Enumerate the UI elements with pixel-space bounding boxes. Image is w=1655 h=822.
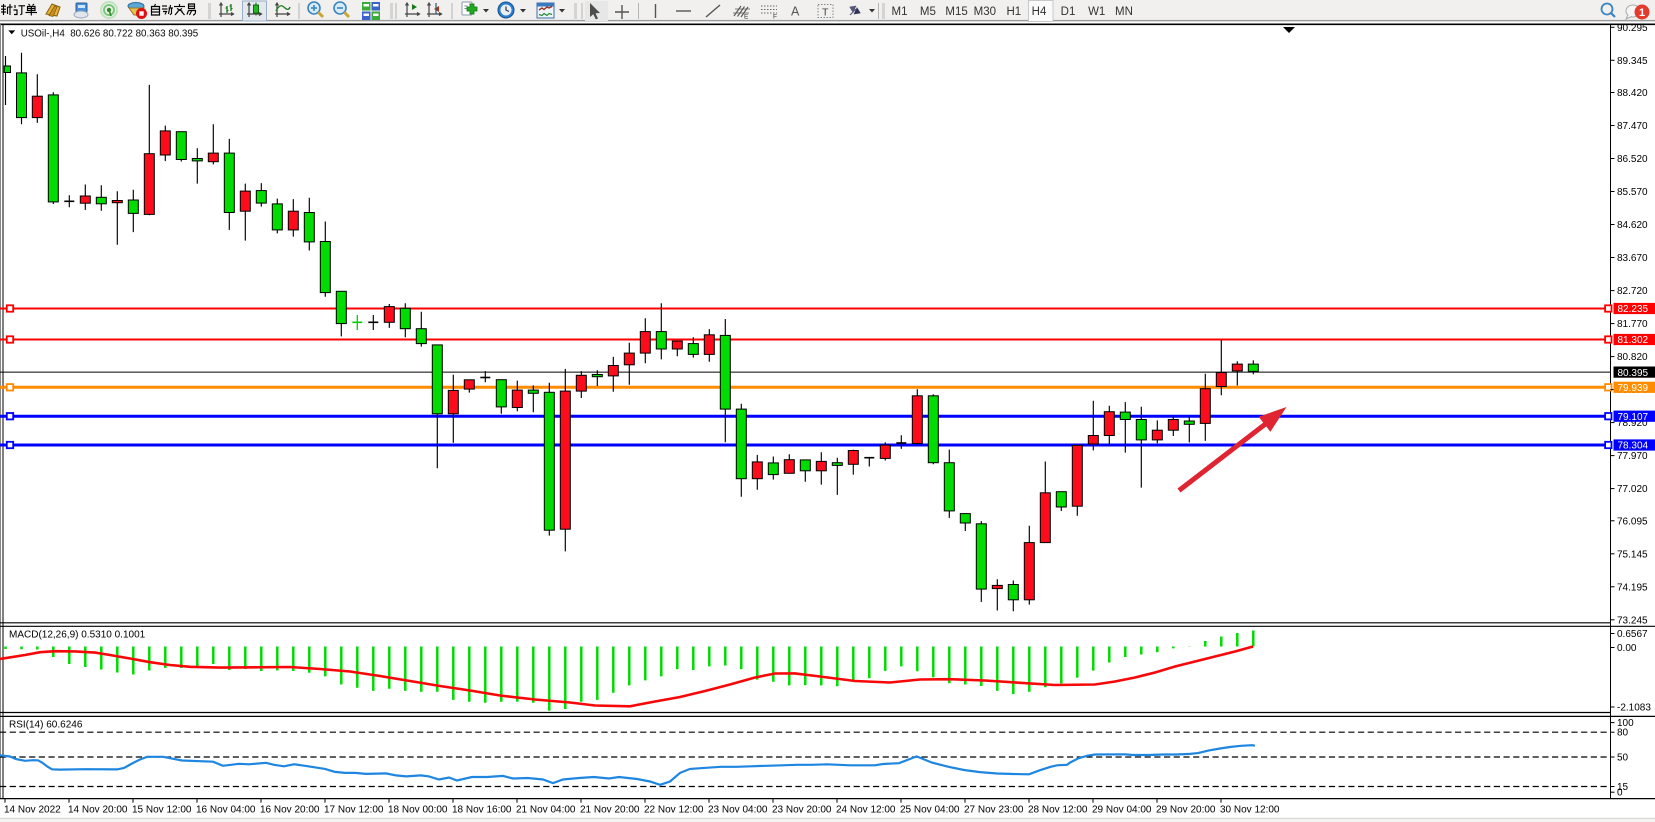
svg-text:M30: M30 [974,6,996,18]
svg-text:75.145: 75.145 [1617,549,1648,560]
svg-text:84.620: 84.620 [1617,220,1648,231]
svg-text:18 Nov 16:00: 18 Nov 16:00 [452,805,512,816]
svg-text:15: 15 [1617,782,1629,793]
svg-text:24 Nov 12:00: 24 Nov 12:00 [836,805,896,816]
svg-text:0: 0 [1617,788,1623,799]
svg-text:USOil-,H4 80.626 80.722 80.36: USOil-,H4 80.626 80.722 80.363 80.395 [21,28,199,39]
svg-text:27 Nov 23:00: 27 Nov 23:00 [964,805,1024,816]
svg-text:74.195: 74.195 [1617,582,1648,593]
svg-text:14 Nov 20:00: 14 Nov 20:00 [68,805,128,816]
svg-text:D1: D1 [1061,6,1076,18]
svg-text:82.235: 82.235 [1618,304,1649,315]
svg-text:21 Nov 20:00: 21 Nov 20:00 [580,805,640,816]
svg-text:M1: M1 [892,6,908,18]
svg-text:89.345: 89.345 [1617,56,1648,67]
svg-text:H1: H1 [1006,6,1021,18]
svg-text:25 Nov 04:00: 25 Nov 04:00 [900,805,960,816]
svg-text:81.770: 81.770 [1617,319,1648,330]
svg-text:79.939: 79.939 [1618,383,1649,394]
svg-text:16 Nov 04:00: 16 Nov 04:00 [196,805,256,816]
svg-text:29 Nov 04:00: 29 Nov 04:00 [1092,805,1152,816]
svg-text:-2.1083: -2.1083 [1617,703,1651,714]
svg-text:23 Nov 04:00: 23 Nov 04:00 [708,805,768,816]
svg-text:RSI(14) 60.6246: RSI(14) 60.6246 [9,719,83,730]
svg-text:M15: M15 [945,6,967,18]
svg-text:85.570: 85.570 [1617,187,1648,198]
svg-text:E: E [744,14,749,21]
svg-text:1: 1 [1639,7,1645,19]
svg-text:A: A [791,5,800,19]
svg-text:100: 100 [1617,718,1634,729]
svg-text:18 Nov 00:00: 18 Nov 00:00 [388,805,448,816]
svg-text:80.820: 80.820 [1617,352,1648,363]
svg-text:15 Nov 12:00: 15 Nov 12:00 [132,805,192,816]
svg-text:T: T [822,7,829,19]
svg-text:F: F [773,14,777,21]
svg-text:23 Nov 20:00: 23 Nov 20:00 [772,805,832,816]
svg-text:78.920: 78.920 [1617,418,1648,429]
svg-text:50: 50 [1617,753,1629,764]
svg-text:77.020: 77.020 [1617,484,1648,495]
svg-text:28 Nov 12:00: 28 Nov 12:00 [1028,805,1088,816]
svg-text:16 Nov 20:00: 16 Nov 20:00 [260,805,320,816]
svg-text:82.720: 82.720 [1617,286,1648,297]
svg-text:81.302: 81.302 [1618,335,1649,346]
svg-text:80: 80 [1617,728,1629,739]
svg-text:76.095: 76.095 [1617,516,1648,527]
svg-text:83.670: 83.670 [1617,253,1648,264]
svg-text:MACD(12,26,9) 0.5310 0.1001: MACD(12,26,9) 0.5310 0.1001 [9,630,146,641]
svg-text:30 Nov 12:00: 30 Nov 12:00 [1220,805,1280,816]
svg-text:W1: W1 [1088,6,1105,18]
svg-text:87.470: 87.470 [1617,121,1648,132]
svg-text:90.295: 90.295 [1617,23,1648,34]
svg-text:78.304: 78.304 [1618,441,1649,452]
svg-text:21 Nov 04:00: 21 Nov 04:00 [516,805,576,816]
svg-text:M5: M5 [920,6,936,18]
svg-text:MN: MN [1115,6,1133,18]
svg-text:22 Nov 12:00: 22 Nov 12:00 [644,805,704,816]
svg-text:77.970: 77.970 [1617,451,1648,462]
svg-text:86.520: 86.520 [1617,154,1648,165]
svg-text:17 Nov 12:00: 17 Nov 12:00 [324,805,384,816]
svg-text:14 Nov 2022: 14 Nov 2022 [4,805,61,816]
svg-text:79.107: 79.107 [1618,412,1649,423]
svg-text:80.395: 80.395 [1618,368,1649,379]
svg-text:29 Nov 20:00: 29 Nov 20:00 [1156,805,1216,816]
svg-text:0.00: 0.00 [1617,643,1637,654]
svg-text:88.420: 88.420 [1617,88,1648,99]
svg-text:0.6567: 0.6567 [1617,629,1648,640]
svg-text:73.245: 73.245 [1617,615,1648,626]
svg-text:H4: H4 [1032,6,1047,18]
